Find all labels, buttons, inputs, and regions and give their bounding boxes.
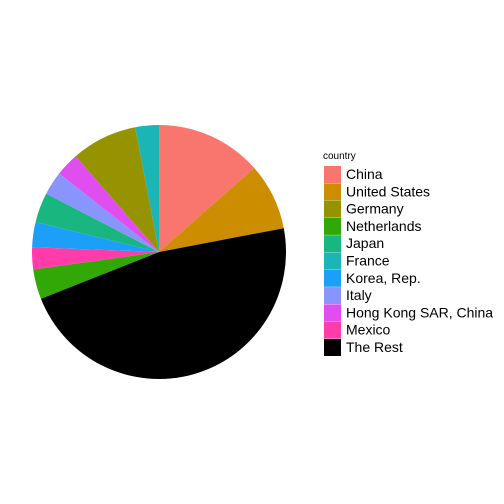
legend-key-germany (324, 200, 341, 218)
legend-label-italy: Italy (346, 287, 372, 303)
legend-key-mexico (324, 321, 341, 339)
legend-label-france: France (346, 253, 390, 269)
legend-key-italy (324, 287, 341, 305)
legend-key-china (324, 166, 341, 183)
pie-slice-hong-kong-sar-china (59, 156, 159, 252)
legend-label-hong-kong-sar-china: Hong Kong SAR, China (346, 304, 493, 320)
legend-item-mexico: Mexico (324, 321, 391, 339)
legend-key-united-states (324, 183, 341, 201)
legend-key-france (324, 252, 341, 270)
legend-item-netherlands: Netherlands (324, 217, 422, 235)
legend-item-hong-kong-sar-china: Hong Kong SAR, China (324, 304, 493, 322)
legend-item-china: China (324, 166, 383, 183)
legend-title: country (323, 151, 356, 162)
pie-slice-the-rest (40, 228, 286, 379)
legend-item-italy: Italy (324, 287, 372, 305)
legend-item-france: France (324, 252, 390, 270)
legend-key-japan (324, 235, 341, 253)
legend-label-the-rest: The Rest (346, 339, 403, 355)
pie-slice-italy (46, 173, 159, 252)
legend-key-netherlands (324, 217, 341, 235)
pie-slice-united-states (159, 168, 284, 252)
legend-key-the-rest (324, 339, 341, 356)
pie-slice-china (159, 125, 255, 252)
pie-slices (31, 125, 286, 379)
pie-slice-france (135, 125, 159, 252)
legend-item-japan: Japan (324, 235, 384, 253)
legend-key-korea-rep (324, 269, 341, 287)
legend-label-united-states: United States (346, 183, 430, 199)
legend-key-hong-kong-sar-china (324, 304, 341, 322)
legend-label-mexico: Mexico (346, 322, 391, 338)
legend-label-korea-rep: Korea, Rep. (346, 270, 421, 286)
legend-item-germany: Germany (324, 200, 404, 218)
legend-label-netherlands: Netherlands (346, 218, 422, 234)
legend-item-the-rest: The Rest (324, 339, 403, 356)
pie-slice-germany (75, 127, 159, 252)
legend-item-united-states: United States (324, 183, 430, 201)
pie-slice-netherlands (33, 252, 159, 299)
legend-item-korea-rep: Korea, Rep. (324, 269, 421, 287)
legend-label-japan: Japan (346, 235, 384, 251)
legend-label-china: China (346, 166, 383, 182)
pie-slice-mexico (31, 247, 159, 270)
pie-slice-korea-rep (32, 221, 160, 252)
pie-slice-japan (35, 193, 159, 252)
legend-label-germany: Germany (346, 201, 404, 217)
